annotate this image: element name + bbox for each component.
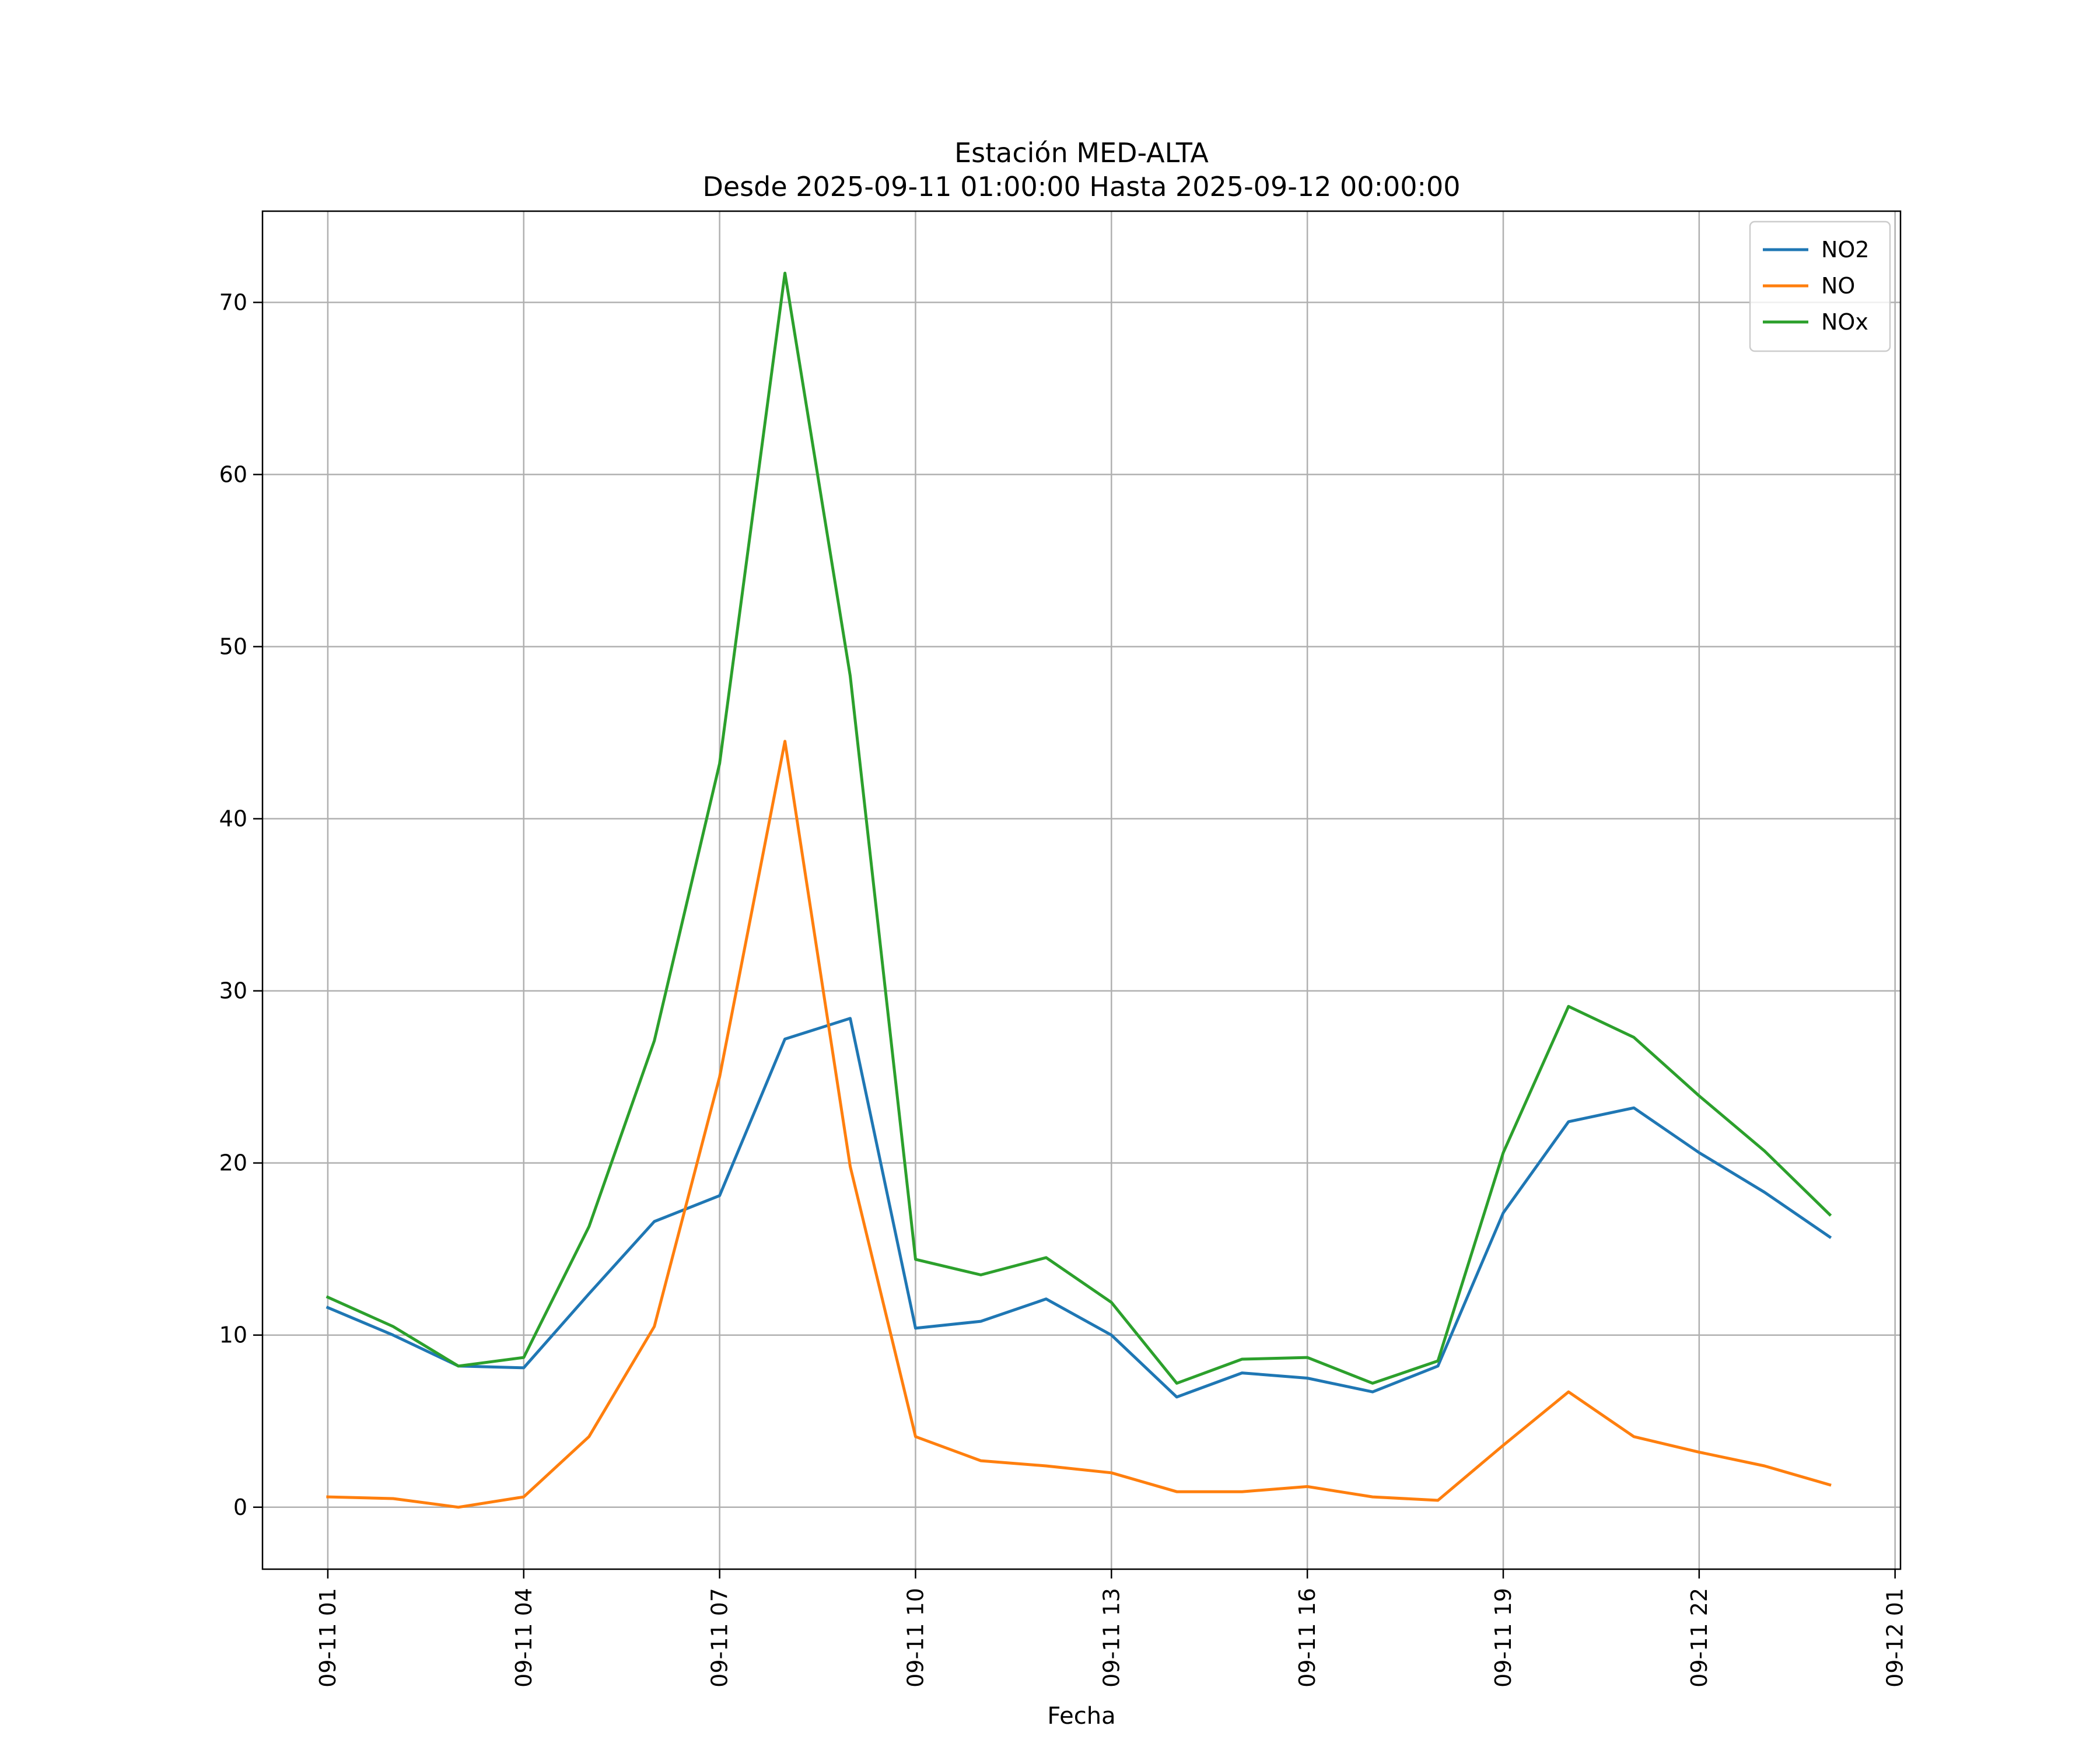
y-tick-label: 10 xyxy=(219,1322,247,1348)
y-tick-label: 30 xyxy=(219,978,247,1004)
legend-label-no: NO xyxy=(1821,273,1855,299)
legend-label-nox: NOx xyxy=(1821,309,1868,335)
series-group xyxy=(326,271,1832,1509)
x-tick-label: 09-11 10 xyxy=(902,1588,928,1688)
grid xyxy=(262,211,1901,1569)
y-tick-label: 50 xyxy=(219,634,247,659)
y-tick-label: 0 xyxy=(233,1494,247,1520)
y-tick-label: 70 xyxy=(219,289,247,315)
x-tick-label: 09-12 01 xyxy=(1882,1588,1908,1688)
chart-subtitle: Desde 2025-09-11 01:00:00 Hasta 2025-09-… xyxy=(702,171,1460,202)
x-axis-label: Fecha xyxy=(1047,1703,1115,1730)
legend-box xyxy=(1749,220,1891,352)
y-axis: 0 10 20 30 40 50 60 70 xyxy=(219,289,262,1520)
y-tick-label: 20 xyxy=(219,1150,247,1176)
legend: NO2 NO NOx xyxy=(1749,220,1891,352)
series-line-no xyxy=(326,740,1832,1509)
x-tick-label: 09-11 04 xyxy=(511,1588,537,1688)
plot-frame xyxy=(261,210,1902,1570)
x-tick-label: 09-11 16 xyxy=(1294,1588,1320,1688)
series-line-nox xyxy=(326,271,1832,1385)
y-tick-label: 60 xyxy=(219,461,247,487)
x-tick-label: 09-11 07 xyxy=(707,1588,733,1688)
x-tick-label: 09-11 01 xyxy=(315,1588,341,1688)
legend-label-no2: NO2 xyxy=(1821,237,1870,262)
x-axis: 09-11 01 09-11 04 09-11 07 09-11 10 09-11 13… xyxy=(315,1569,1908,1688)
x-tick-label: 09-11 13 xyxy=(1098,1588,1124,1688)
y-tick-label: 40 xyxy=(219,806,247,832)
x-tick-label: 09-11 22 xyxy=(1686,1588,1712,1688)
chart-title: Estación MED-ALTA xyxy=(954,137,1209,169)
x-tick-label: 09-11 19 xyxy=(1490,1588,1516,1688)
series-line-no2 xyxy=(326,1017,1832,1399)
